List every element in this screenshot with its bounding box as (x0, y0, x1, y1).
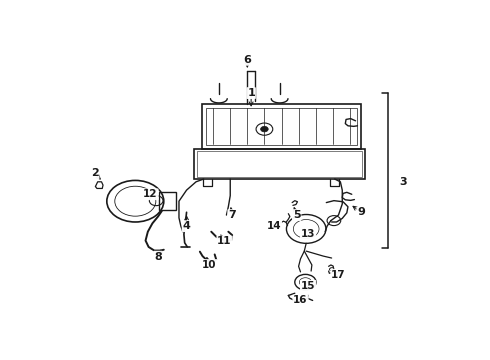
Text: 10: 10 (202, 260, 217, 270)
Text: 11: 11 (217, 237, 232, 246)
Text: 14: 14 (267, 221, 281, 231)
Text: 15: 15 (301, 281, 316, 291)
Text: 7: 7 (228, 210, 236, 220)
Text: 2: 2 (91, 168, 98, 179)
Text: 12: 12 (143, 189, 158, 199)
Text: 4: 4 (183, 221, 191, 231)
Circle shape (256, 123, 273, 135)
Text: 13: 13 (301, 229, 316, 239)
Text: 5: 5 (293, 210, 300, 220)
Circle shape (261, 126, 268, 132)
Text: 17: 17 (331, 270, 346, 280)
Text: 9: 9 (357, 207, 365, 217)
Text: 8: 8 (154, 252, 162, 262)
Text: 3: 3 (399, 177, 407, 187)
Text: 1: 1 (247, 88, 255, 98)
Text: 6: 6 (244, 55, 251, 65)
Text: 16: 16 (293, 296, 308, 305)
